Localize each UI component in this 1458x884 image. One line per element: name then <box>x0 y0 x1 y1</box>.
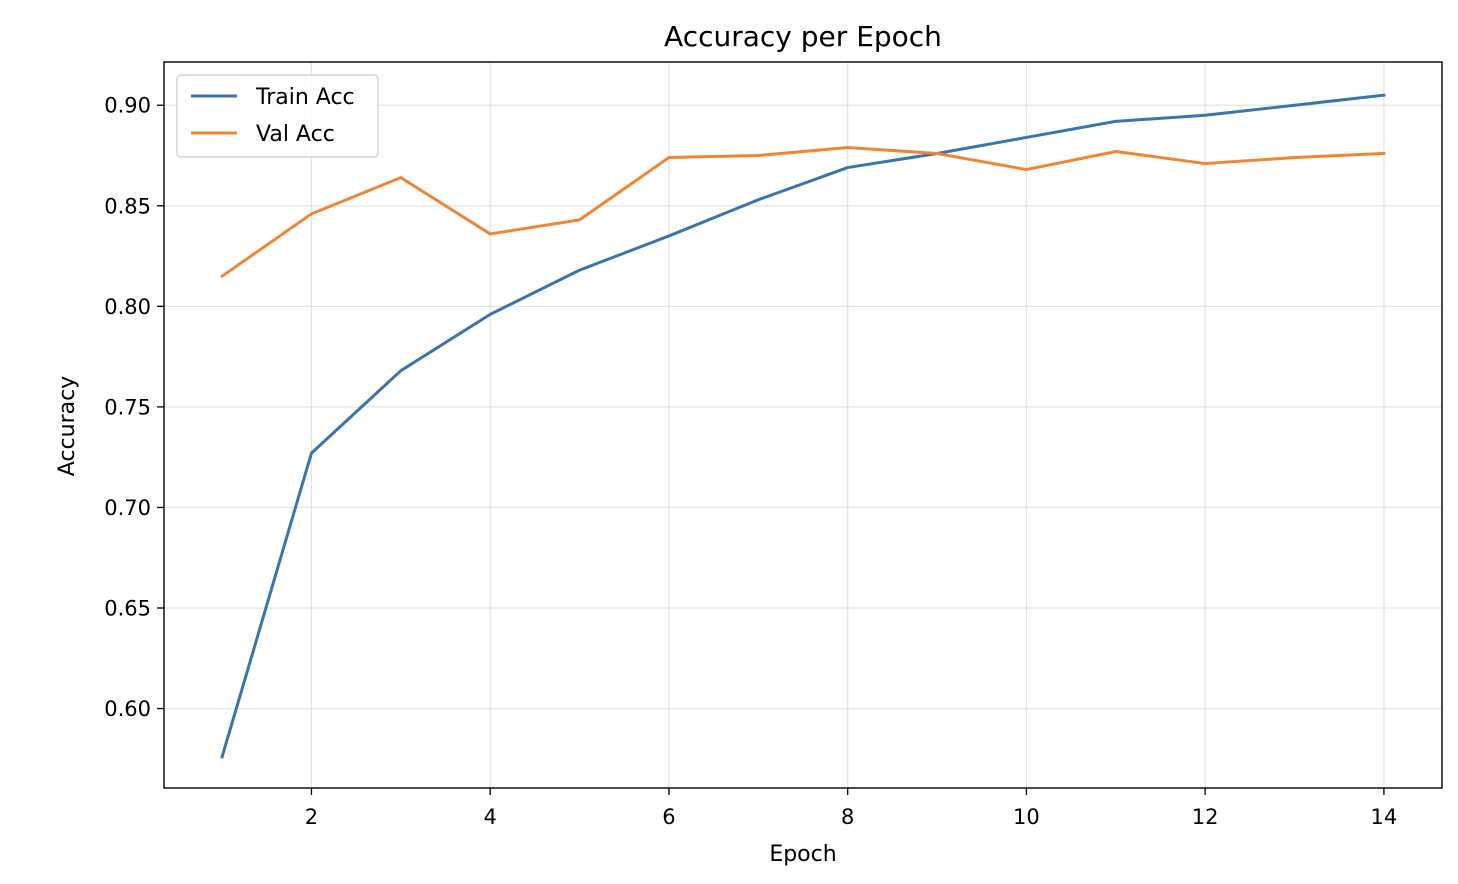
y-tick-label: 0.90 <box>104 94 151 118</box>
y-tick-label: 0.85 <box>104 194 151 218</box>
grid <box>164 62 1442 788</box>
y-axis-ticks: 0.60 0.65 0.70 0.75 0.80 0.85 0.90 <box>104 94 164 721</box>
x-tick-label: 10 <box>1013 805 1040 829</box>
legend-label: Train Acc <box>255 85 355 110</box>
x-tick-label: 4 <box>484 805 497 829</box>
legend: Train Acc Val Acc <box>176 74 379 158</box>
y-axis-label: Accuracy <box>55 376 80 476</box>
x-axis-label: Epoch <box>769 842 836 867</box>
chart-title: Accuracy per Epoch <box>664 20 942 53</box>
y-tick-label: 0.80 <box>104 295 151 319</box>
plot-frame <box>163 61 1443 789</box>
y-tick-label: 0.70 <box>104 496 151 520</box>
x-tick-label: 12 <box>1192 805 1219 829</box>
series-line-val-acc <box>220 145 1386 279</box>
y-tick-label: 0.75 <box>104 395 151 419</box>
x-tick-label: 14 <box>1371 805 1398 829</box>
legend-label: Val Acc <box>256 122 335 147</box>
series-line-train-acc <box>220 93 1386 759</box>
series-lines <box>220 93 1386 759</box>
y-tick-label: 0.65 <box>104 597 151 621</box>
x-axis-ticks: 2 4 6 8 10 12 14 <box>305 788 1398 829</box>
x-tick-label: 2 <box>305 805 318 829</box>
y-tick-label: 0.60 <box>104 697 151 721</box>
x-tick-label: 6 <box>662 805 675 829</box>
x-tick-label: 8 <box>841 805 854 829</box>
